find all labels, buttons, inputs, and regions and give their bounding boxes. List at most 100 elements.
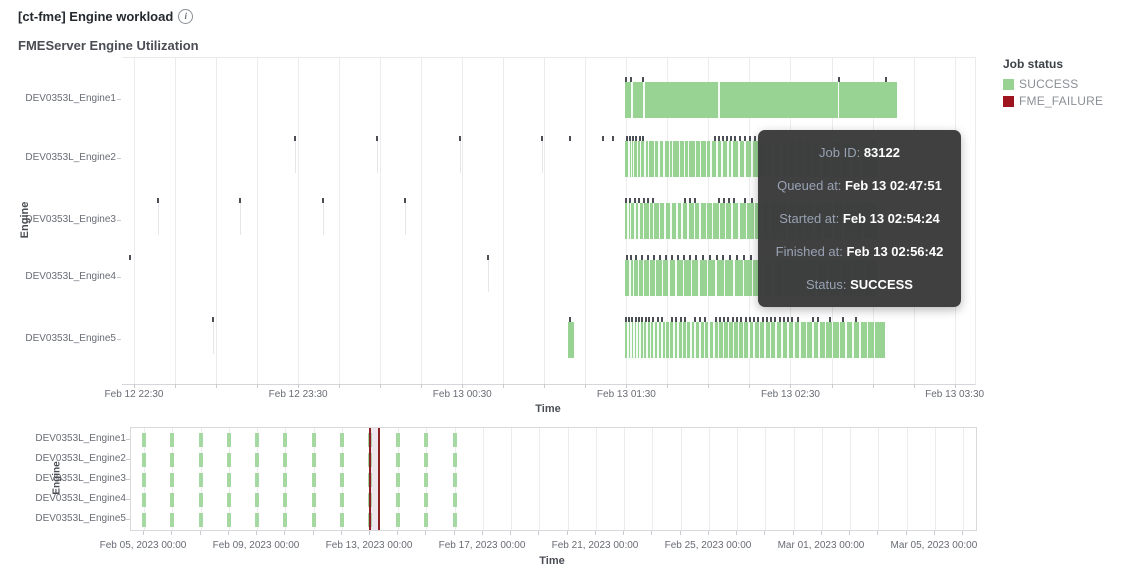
queued-mark [659,255,662,260]
job-tick[interactable] [424,513,429,527]
job-tick[interactable] [254,513,259,527]
job-tick[interactable] [339,453,344,467]
x-tick-label: Mar 01, 2023 00:00 [777,540,865,551]
queued-stem [487,260,489,292]
job-tick[interactable] [226,453,231,467]
job-tick[interactable] [170,473,175,487]
job-tick[interactable] [170,433,175,447]
job-tick[interactable] [396,453,401,467]
job-separator [838,322,841,358]
job-tick[interactable] [452,493,457,507]
queued-mark [704,317,707,322]
job-tooltip: Job ID: 83122 Queued at: Feb 13 02:47:51… [758,130,961,307]
job-tick[interactable] [311,513,316,527]
queued-mark [733,198,736,203]
x-tick-label: Feb 21, 2023 00:00 [551,540,639,551]
job-separator [681,322,684,358]
job-tick[interactable] [254,473,259,487]
x-tick [707,531,709,535]
job-tick[interactable] [424,453,429,467]
job-tick[interactable] [424,473,429,487]
job-tick[interactable] [198,473,203,487]
job-tick[interactable] [283,513,288,527]
job-separator [646,322,648,358]
job-tick[interactable] [254,433,259,447]
job-tick[interactable] [452,453,457,467]
job-tick[interactable] [452,473,457,487]
queued-mark [625,136,628,141]
job-tick[interactable] [311,433,316,447]
legend-item-failure[interactable]: FME_FAILURE [1003,94,1121,108]
job-tick[interactable] [283,433,288,447]
job-tick[interactable] [226,513,231,527]
job-separator [831,322,834,358]
job-tick[interactable] [198,433,203,447]
job-tick[interactable] [254,453,259,467]
job-separator [753,203,756,239]
job-tick[interactable] [198,453,203,467]
queued-mark [652,198,655,203]
job-tick[interactable] [283,493,288,507]
job-tick[interactable] [198,513,203,527]
job-separator [799,322,801,358]
job-tick[interactable] [283,473,288,487]
job-tick[interactable] [339,473,344,487]
job-tick[interactable] [339,513,344,527]
job-separator [721,141,723,177]
job-tick[interactable] [170,493,175,507]
job-tick[interactable] [226,433,231,447]
job-tick[interactable] [142,493,146,507]
x-tick-label: Feb 13 03:30 [925,389,985,400]
job-tick[interactable] [424,433,429,447]
job-tick[interactable] [396,513,401,527]
job-tick[interactable] [311,473,316,487]
job-tick[interactable] [424,493,429,507]
job-separator [793,322,795,358]
queued-mark [738,136,741,141]
job-tick[interactable] [452,433,457,447]
job-tick[interactable] [226,473,231,487]
legend-item-success[interactable]: SUCCESS [1003,77,1121,91]
job-bar[interactable] [625,322,885,358]
job-tick[interactable] [142,433,146,447]
job-tick[interactable] [339,433,344,447]
job-tick[interactable] [142,453,146,467]
queued-mark [631,317,634,322]
job-separator [629,260,631,296]
job-tick[interactable] [283,453,288,467]
job-tick[interactable] [311,453,316,467]
queued-mark [718,198,721,203]
queued-mark [602,136,605,141]
job-tick[interactable] [142,473,146,487]
x-tick [651,531,653,535]
job-separator [637,260,640,296]
job-bar[interactable] [568,322,575,358]
queued-mark [699,317,702,322]
job-tick[interactable] [339,493,344,507]
job-tick[interactable] [198,493,203,507]
job-tick[interactable] [254,493,259,507]
job-tick[interactable] [452,513,457,527]
x-tick [764,531,766,535]
queued-stem [459,141,461,173]
job-separator [658,141,660,177]
job-tick[interactable] [142,513,146,527]
gridline [737,428,739,530]
job-tick[interactable] [311,493,316,507]
job-tick[interactable] [226,493,231,507]
job-tick[interactable] [396,493,401,507]
job-tick[interactable] [170,513,175,527]
info-icon[interactable]: i [178,9,194,24]
job-tick[interactable] [170,453,175,467]
job-separator [643,82,645,118]
overview-chart-plot[interactable] [130,427,977,531]
x-tick-label: Feb 12 23:30 [268,389,328,400]
job-tick[interactable] [396,433,401,447]
selection-band[interactable] [369,428,381,530]
queued-mark [612,136,615,141]
job-tick[interactable] [396,473,401,487]
queued-mark [723,198,726,203]
job-bar[interactable] [625,82,897,118]
job-separator [664,322,667,358]
legend-label: SUCCESS [1019,77,1079,91]
